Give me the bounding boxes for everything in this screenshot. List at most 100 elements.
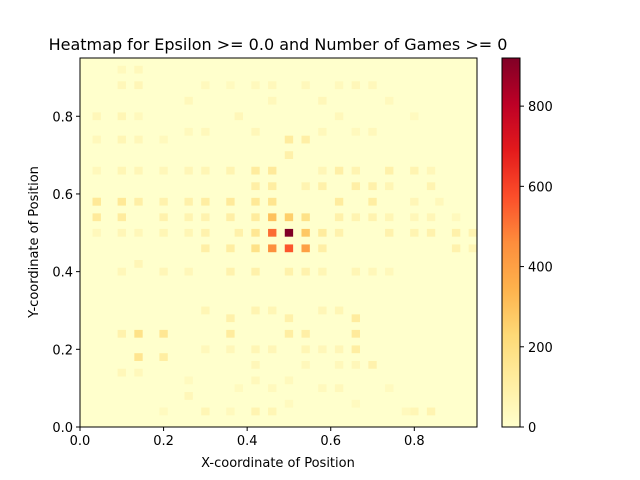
heatmap-cell [334, 345, 344, 354]
heatmap-cell [134, 368, 143, 377]
heatmap-cell [301, 360, 310, 369]
heatmap-cell [301, 213, 310, 222]
heatmap-cell [134, 228, 143, 237]
heatmap-cell [251, 345, 260, 354]
y-tick-label: 0.0 [52, 421, 73, 436]
heatmap-cell [426, 213, 436, 222]
heatmap-cell [368, 213, 377, 222]
heatmap-cell [284, 267, 294, 276]
heatmap-cell [201, 228, 210, 237]
heatmap-cell [451, 228, 461, 237]
heatmap-cell [334, 197, 344, 206]
heatmap-cell [159, 228, 168, 237]
heatmap-cell [184, 127, 193, 136]
heatmap-cell [251, 81, 260, 90]
heatmap-cell [234, 112, 243, 121]
heatmap-cell [426, 166, 436, 175]
heatmap-cell [351, 267, 360, 276]
heatmap-cell [117, 166, 126, 175]
heatmap-cell [184, 166, 193, 175]
heatmap-cell [251, 360, 260, 369]
heatmap-cell [159, 135, 168, 144]
heatmap-cell [184, 197, 193, 206]
heatmap-cell [134, 197, 143, 206]
heatmap-cell [401, 407, 411, 416]
heatmap-cell [117, 135, 126, 144]
heatmap-cell [284, 376, 294, 385]
heatmap-cell [334, 112, 344, 121]
heatmap-cell [134, 112, 143, 121]
y-axis: 0.0 0.2 0.4 0.6 0.8 [52, 110, 80, 436]
x-tick-label: 0.4 [237, 434, 258, 449]
heatmap-cell [351, 314, 360, 323]
heatmap-cell [351, 360, 360, 369]
y-tick-label: 0.4 [52, 266, 73, 281]
heatmap-cell [117, 329, 126, 338]
heatmap-cell [368, 197, 377, 206]
heatmap-cell [318, 267, 327, 276]
heatmap-cell [251, 228, 260, 237]
heatmap-cell [201, 345, 210, 354]
heatmap-cell [301, 135, 310, 144]
heatmap-cell [159, 353, 168, 361]
plot-frame [79, 57, 478, 428]
heatmap-cell [201, 213, 210, 222]
heatmap-cell [251, 306, 260, 315]
heatmap-cell [368, 182, 377, 191]
heatmap-cell [226, 314, 235, 323]
heatmap-cell [268, 345, 277, 354]
heatmap-cell [385, 384, 394, 393]
heatmap-cell [268, 384, 277, 393]
heatmap-cell [301, 228, 310, 237]
heatmap-cell [351, 329, 360, 338]
colorbar-gradient [502, 58, 520, 427]
heatmap-cell [117, 65, 126, 74]
heatmap-cell [284, 135, 294, 144]
heatmap-cell [468, 244, 477, 253]
heatmap-cell [351, 81, 360, 90]
heatmap-cell [134, 135, 143, 144]
heatmap-cell [234, 228, 243, 237]
y-tick-label: 0.8 [52, 110, 73, 125]
heatmap-cell [117, 197, 126, 206]
heatmap-cell [226, 244, 235, 253]
heatmap-cell [351, 213, 360, 222]
heatmap-cell [159, 267, 168, 276]
heatmap-cell [117, 228, 126, 237]
heatmap-cell [410, 166, 419, 175]
colorbar-tick-label: 400 [528, 261, 553, 276]
heatmap-cell [159, 213, 168, 222]
colorbar-tick-label: 600 [528, 180, 553, 195]
heatmap-cell [284, 314, 294, 323]
heatmap-cell [318, 306, 327, 315]
y-axis-label: Y-coordinate of Position [27, 166, 42, 319]
heatmap-cell [385, 166, 394, 175]
heatmap-cell [251, 182, 260, 191]
heatmap-cell [268, 306, 277, 315]
heatmap-cell [318, 96, 327, 105]
heatmap-cell [201, 244, 210, 253]
heatmap-cell [426, 228, 436, 237]
heatmap-cell [134, 81, 143, 90]
colorbar-tick-label: 200 [528, 341, 553, 356]
heatmap-cell [368, 127, 377, 136]
heatmap-cell [368, 81, 377, 90]
x-tick-label: 0.6 [320, 434, 341, 449]
heatmap-cell [334, 384, 344, 393]
heatmap-cell [318, 166, 327, 175]
heatmap-cell [226, 166, 235, 175]
heatmap-cell [134, 259, 143, 268]
heatmap-cell [268, 407, 277, 416]
heatmap-cell [334, 360, 344, 369]
heatmap-cell [234, 384, 243, 393]
heatmap-cell [201, 306, 210, 315]
heatmap-cell [184, 376, 193, 385]
heatmap-cell [385, 182, 394, 191]
heatmap-cell [410, 197, 419, 206]
heatmap-cell [134, 353, 143, 361]
heatmap-cell [251, 127, 260, 136]
heatmap-cell [226, 267, 235, 276]
heatmap-cell [268, 244, 277, 253]
heatmap-cell [92, 213, 101, 222]
heatmap-cell [351, 127, 360, 136]
